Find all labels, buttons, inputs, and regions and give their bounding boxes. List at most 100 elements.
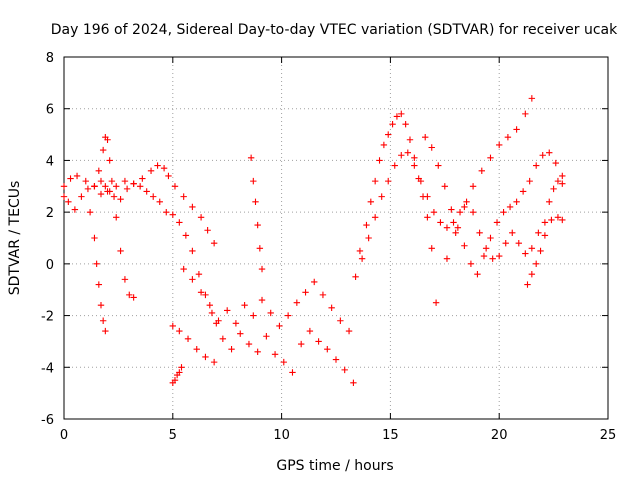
- data-point: [99, 146, 107, 154]
- series-track-c: [91, 133, 137, 301]
- data-point: [184, 335, 192, 343]
- data-point: [532, 260, 540, 268]
- data-point: [461, 242, 468, 249]
- data-point: [169, 322, 176, 330]
- data-point: [176, 327, 183, 335]
- data-point: [337, 317, 344, 324]
- x-tick-labels: 0 5 10 15 20 25: [60, 428, 616, 443]
- data-point: [535, 229, 542, 237]
- data-point: [176, 219, 183, 226]
- data-point: [82, 177, 89, 185]
- data-point: [513, 126, 520, 133]
- data-point: [554, 177, 562, 185]
- data-point: [189, 247, 196, 255]
- data-point: [406, 136, 414, 143]
- data-point: [237, 330, 244, 337]
- x-tick-label: 20: [491, 428, 508, 443]
- data-point: [422, 133, 429, 141]
- data-point: [254, 221, 261, 229]
- data-point: [552, 159, 559, 167]
- data-point: [496, 141, 503, 149]
- data-point: [228, 345, 235, 353]
- data-point: [389, 121, 396, 128]
- data-point: [454, 224, 462, 231]
- x-tick-label: 0: [60, 428, 68, 443]
- data-point: [411, 154, 418, 162]
- data-point: [93, 260, 100, 268]
- data-point: [404, 149, 412, 156]
- data-point: [456, 208, 464, 216]
- data-point: [537, 247, 544, 255]
- data-point: [441, 183, 448, 190]
- data-point: [513, 198, 520, 205]
- data-point: [195, 271, 203, 278]
- data-point: [123, 185, 131, 193]
- data-point: [130, 294, 137, 301]
- data-point: [424, 214, 431, 221]
- series-track-a: [60, 162, 218, 247]
- series-track-h: [247, 154, 266, 273]
- data-point: [150, 193, 157, 200]
- data-point: [417, 177, 425, 185]
- data-point: [245, 340, 253, 348]
- data-point: [328, 304, 335, 312]
- x-tick-label: 15: [382, 428, 399, 443]
- data-point: [528, 271, 536, 278]
- data-point: [358, 255, 366, 262]
- data-point: [509, 229, 516, 237]
- data-point: [208, 309, 216, 317]
- data-point: [156, 198, 163, 205]
- data-point: [247, 154, 255, 162]
- series-track-i: [356, 110, 440, 306]
- data-point: [504, 133, 512, 141]
- y-tick-label: 4: [46, 154, 54, 169]
- data-point: [297, 340, 305, 348]
- data-point: [376, 157, 383, 164]
- data-point: [121, 276, 129, 283]
- series-track-k: [422, 133, 566, 278]
- data-point: [391, 162, 398, 169]
- data-point: [437, 219, 444, 226]
- data-point: [86, 208, 94, 216]
- data-point: [324, 345, 331, 353]
- data-point: [319, 291, 327, 299]
- data-point: [476, 229, 483, 237]
- data-point: [104, 136, 111, 143]
- data-point: [385, 177, 392, 185]
- data-point: [67, 175, 74, 182]
- data-point: [284, 312, 292, 319]
- y-tick-label: 0: [46, 258, 54, 273]
- data-point: [136, 183, 144, 190]
- data-point: [467, 260, 475, 268]
- data-point: [65, 198, 72, 205]
- data-point: [250, 312, 257, 319]
- data-point: [169, 211, 176, 218]
- series-track-l: [443, 95, 536, 262]
- data-point: [113, 214, 120, 221]
- data-point: [450, 219, 457, 226]
- data-point: [293, 299, 301, 306]
- data-point: [350, 379, 357, 386]
- y-tick-label: -2: [41, 310, 54, 325]
- data-point: [402, 121, 409, 128]
- data-point: [263, 333, 270, 340]
- y-tick-label: 2: [46, 206, 54, 221]
- data-point: [215, 317, 222, 324]
- data-point: [95, 167, 103, 174]
- series-track-g: [180, 265, 353, 335]
- data-point: [352, 273, 359, 280]
- data-point: [443, 224, 451, 231]
- data-point: [500, 208, 507, 216]
- data-point: [522, 250, 529, 257]
- chart-title: Day 196 of 2024, Sidereal Day-to-day VTE…: [51, 22, 618, 38]
- grid-lines: [64, 57, 608, 419]
- data-point: [496, 252, 503, 260]
- data-point: [99, 317, 107, 324]
- y-tick-labels: -6 -4 -2 0 2 4 6 8: [41, 51, 54, 428]
- data-point: [548, 216, 555, 224]
- y-tick-label: -6: [41, 413, 54, 428]
- data-point: [526, 177, 533, 185]
- data-point: [252, 198, 259, 205]
- data-point: [559, 180, 566, 187]
